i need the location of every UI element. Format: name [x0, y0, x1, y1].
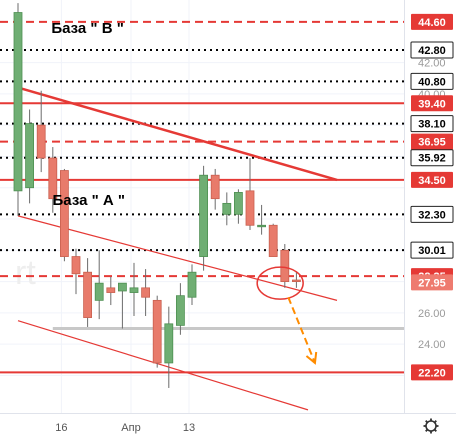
candle-down[interactable] — [83, 271, 92, 318]
price-tick-label: 26.00 — [418, 308, 446, 320]
highlight-ellipse — [256, 266, 304, 300]
time-tick-label: Апр — [121, 422, 140, 434]
candle-up[interactable] — [222, 202, 232, 215]
price-badge — [411, 133, 453, 150]
price-badge-label: 34.50 — [418, 175, 446, 187]
last-price-badge — [411, 274, 453, 291]
candle-up[interactable] — [199, 174, 209, 257]
gear-tooth — [425, 428, 429, 432]
price-axis[interactable]: 24.0026.0040.0042.0044.6042.8040.8039.40… — [404, 0, 456, 413]
gear-tooth — [433, 428, 437, 432]
price-box — [410, 41, 454, 59]
trendlines — [17, 86, 338, 411]
candle-up[interactable] — [118, 282, 127, 292]
forecast-arrow-head — [305, 351, 318, 365]
candle-down[interactable] — [36, 124, 46, 159]
candles[interactable] — [13, 3, 301, 388]
grid — [0, 0, 404, 413]
price-tick-label: 42.00 — [418, 58, 446, 70]
candle-down[interactable] — [60, 170, 69, 257]
candle-up[interactable] — [257, 224, 267, 228]
price-box-label: 40.80 — [418, 76, 446, 88]
candle-down[interactable] — [152, 299, 162, 364]
price-box-label: 35.92 — [418, 153, 446, 165]
forecast-arrow — [287, 296, 316, 364]
price-box-label: 32.30 — [418, 209, 446, 221]
price-badge — [411, 13, 453, 30]
price-badge — [411, 171, 453, 188]
candle-up[interactable] — [233, 192, 243, 215]
candle-up[interactable] — [25, 123, 35, 189]
candle-down[interactable] — [268, 224, 278, 257]
gear-tooth — [425, 420, 429, 424]
candle-up[interactable] — [175, 295, 185, 326]
candle-down[interactable] — [48, 157, 58, 200]
price-badge-label: 39.40 — [418, 98, 446, 110]
gear-icon[interactable] — [423, 418, 439, 434]
gear-tooth — [433, 420, 437, 424]
price-tick-label: 24.00 — [418, 339, 446, 351]
last-price-label: 27.95 — [418, 277, 446, 289]
price-badge-label: 22.20 — [418, 367, 446, 379]
time-tick-label: 13 — [183, 422, 195, 434]
candle-down[interactable] — [106, 287, 116, 293]
price-badge — [411, 364, 453, 381]
candle-down[interactable] — [141, 287, 151, 298]
candle-up[interactable] — [187, 271, 197, 298]
price-box-label: 30.01 — [418, 245, 446, 257]
annotations: База " В " База " А " — [51, 20, 318, 365]
price-badge-label: 36.95 — [418, 137, 446, 149]
price-badge-label: 44.60 — [418, 17, 446, 29]
candle-up[interactable] — [94, 282, 104, 301]
price-badge — [411, 95, 453, 112]
candle-up[interactable] — [129, 287, 139, 293]
trendline — [17, 215, 338, 301]
price-box-label: 42.80 — [418, 45, 446, 57]
time-axis-background — [0, 413, 456, 438]
annotation-label: База " А " — [53, 192, 125, 209]
trendline — [17, 320, 309, 411]
candle-down[interactable] — [291, 279, 301, 282]
price-box — [410, 241, 454, 259]
watermark: rt — [15, 254, 36, 292]
candle-down[interactable] — [210, 174, 220, 200]
candle-down[interactable] — [71, 256, 81, 275]
candle-down[interactable] — [280, 249, 290, 282]
price-box — [410, 115, 454, 133]
price-box — [410, 149, 454, 167]
time-tick-label: 16 — [55, 422, 67, 434]
candle-up[interactable] — [13, 12, 23, 192]
price-box-label: 38.10 — [418, 119, 446, 131]
time-axis[interactable]: 16 Апр 13 — [0, 413, 456, 438]
candle-up[interactable] — [164, 323, 174, 364]
trendline — [17, 86, 338, 182]
annotation-label: База " В " — [51, 20, 123, 37]
candle-down[interactable] — [245, 190, 255, 226]
price-box — [410, 72, 454, 90]
price-box — [410, 205, 454, 223]
